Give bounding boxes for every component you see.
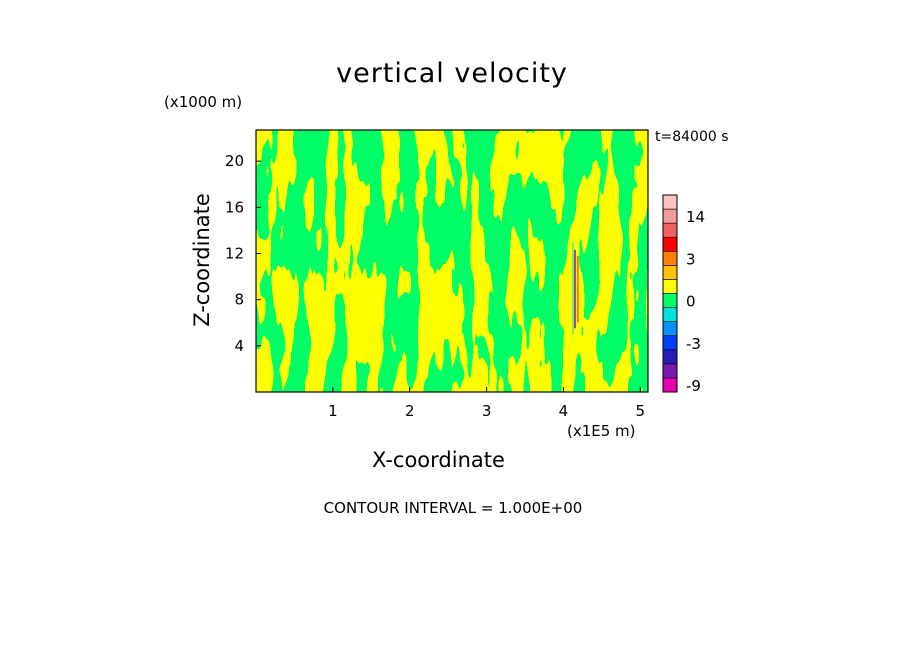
colorbar-swatch bbox=[662, 236, 678, 252]
y-tick-label: 8 bbox=[234, 291, 244, 309]
x-tick-label: 3 bbox=[482, 402, 492, 420]
colorbar-swatch bbox=[662, 335, 678, 351]
contour-interval-label: CONTOUR INTERVAL = 1.000E+00 bbox=[323, 499, 583, 517]
colorbar-swatch bbox=[662, 349, 678, 365]
x-tick-label: 5 bbox=[636, 402, 646, 420]
x-tick-label: 2 bbox=[405, 402, 415, 420]
y-tick-label: 4 bbox=[234, 337, 244, 355]
colorbar-swatch bbox=[662, 363, 678, 379]
colorbar-tick-label: 0 bbox=[686, 293, 696, 311]
colorbar-swatch bbox=[662, 208, 678, 224]
field-negative-regions bbox=[256, 130, 648, 392]
colorbar-swatch bbox=[662, 194, 678, 210]
x-axis-label: X-coordinate bbox=[372, 448, 505, 472]
x-tick-label: 1 bbox=[328, 402, 338, 420]
y-tick-label: 16 bbox=[225, 198, 244, 216]
plot-frame bbox=[255, 129, 649, 393]
x-unit-label: (x1E5 m) bbox=[567, 422, 636, 440]
colorbar-frame bbox=[662, 194, 678, 393]
velocity-field bbox=[256, 130, 648, 392]
y-tick-label: 20 bbox=[225, 152, 244, 170]
chart-title: vertical velocity bbox=[336, 58, 568, 89]
colorbar-swatch bbox=[662, 321, 678, 337]
colorbar-swatch bbox=[662, 222, 678, 238]
colorbar-tick-label: -3 bbox=[686, 335, 701, 353]
x-tick-label: 4 bbox=[559, 402, 569, 420]
colorbar-tick-label: 14 bbox=[686, 208, 705, 226]
z-unit-label: (x1000 m) bbox=[164, 93, 243, 111]
colorbar-swatch bbox=[662, 265, 678, 280]
colorbar-tick-label: 3 bbox=[686, 250, 696, 268]
time-label: t=84000 s bbox=[655, 129, 729, 145]
colorbar-swatch bbox=[662, 307, 678, 322]
colorbar-swatch bbox=[662, 377, 678, 393]
colorbar-swatch bbox=[662, 250, 678, 266]
colorbar-swatch bbox=[662, 279, 678, 294]
y-tick-label: 12 bbox=[225, 244, 244, 262]
colorbar-tick-label: -9 bbox=[686, 377, 701, 395]
colorbar-swatch bbox=[662, 293, 678, 308]
